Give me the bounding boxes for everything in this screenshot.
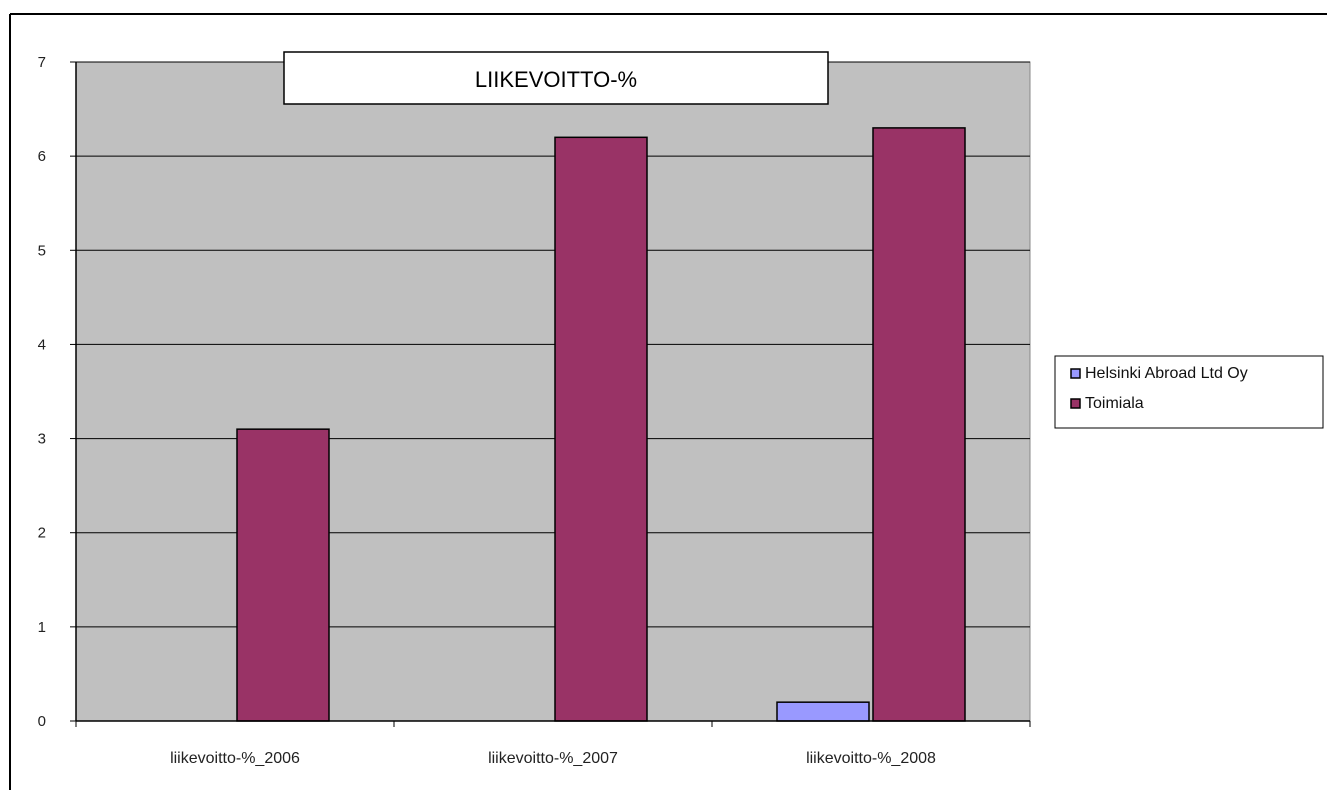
y-tick-label: 0	[38, 713, 46, 730]
bar-helsinki-abroad	[776, 701, 870, 722]
x-tick-label: liikevoitto-%_2007	[488, 750, 618, 767]
bar-toimiala	[236, 428, 330, 722]
chart-title: LIIKEVOITTO-%	[475, 67, 637, 92]
y-tick-label: 5	[38, 242, 46, 259]
legend-box	[1054, 355, 1324, 429]
bar-toimiala	[554, 136, 648, 722]
axes	[75, 62, 1030, 722]
plot-area	[75, 61, 1031, 722]
legend-swatch	[1070, 368, 1081, 379]
y-tick-label: 1	[38, 619, 46, 636]
gridlines	[76, 61, 1030, 628]
y-tick-label: 3	[38, 431, 46, 448]
x-tick-label: liikevoitto-%_2006	[170, 750, 300, 767]
legend-label: Toimiala	[1085, 395, 1144, 412]
x-tick-label: liikevoitto-%_2008	[806, 750, 936, 767]
x-axis-ticks: liikevoitto-%_2006 liikevoitto-%_2007 liik…	[75, 721, 1031, 767]
y-tick-label: 2	[38, 525, 46, 542]
y-tick-label: 4	[38, 336, 46, 353]
bar-toimiala	[872, 127, 966, 722]
bars	[236, 127, 966, 722]
y-axis-ticks: 0 1 2 3 4 5 6 7	[38, 54, 76, 730]
y-tick-label: 7	[38, 54, 46, 71]
legend: Helsinki Abroad Ltd Oy Toimiala	[1054, 355, 1324, 429]
legend-label: Helsinki Abroad Ltd Oy	[1085, 365, 1248, 382]
chart-title-box: LIIKEVOITTO-%	[283, 51, 829, 105]
y-tick-label: 6	[38, 148, 46, 165]
legend-swatch	[1070, 398, 1081, 409]
